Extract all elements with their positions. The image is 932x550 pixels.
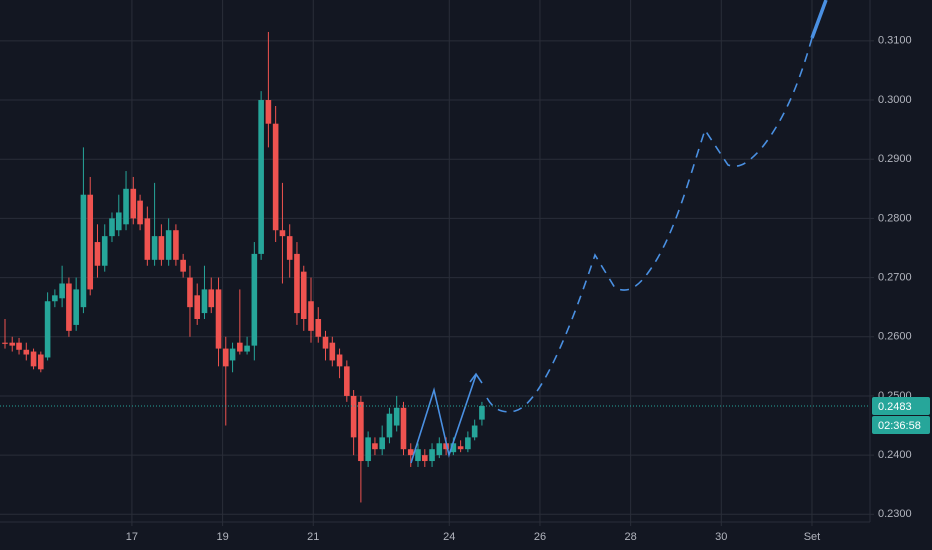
x-tick-label: 26 — [534, 531, 546, 543]
y-tick-label: 0.2800 — [878, 212, 912, 224]
candle-body — [194, 295, 201, 319]
candle-body — [429, 449, 435, 462]
candle-body — [52, 295, 58, 302]
candle-body — [457, 446, 464, 450]
candle-body — [286, 236, 293, 260]
candle-body — [66, 283, 72, 331]
candle-body — [443, 443, 449, 450]
candle-body — [237, 342, 243, 352]
candle-body — [344, 366, 350, 396]
candle-body — [350, 395, 357, 438]
candle-body — [158, 236, 165, 260]
candle-body — [300, 271, 307, 319]
x-tick-label: 19 — [216, 531, 228, 543]
candle-body — [315, 319, 322, 337]
candle-body — [109, 218, 115, 237]
last-price-box — [872, 397, 930, 415]
candle-body — [59, 283, 65, 299]
arrow-head — [469, 372, 483, 384]
candle-body — [137, 200, 143, 225]
candle-body — [23, 349, 30, 355]
last-price-label: 0.2483 — [878, 401, 912, 413]
y-tick-label: 0.2600 — [878, 331, 912, 343]
candle-body — [180, 259, 186, 272]
candle-body — [222, 348, 229, 367]
candle-body — [130, 188, 137, 219]
candle-body — [30, 351, 37, 367]
y-tick-label: 0.2400 — [878, 449, 912, 461]
y-tick-label: 0.3100 — [878, 35, 912, 47]
candle-body — [407, 449, 414, 456]
candle-body — [165, 230, 172, 260]
candle-body — [38, 354, 44, 370]
candle-body — [465, 437, 471, 450]
candle-body — [479, 406, 485, 420]
candle-body — [294, 253, 300, 314]
candle-body — [2, 342, 8, 344]
projection-arrow — [810, 0, 828, 39]
candle-body — [123, 188, 129, 225]
candle-body — [208, 289, 215, 308]
candle-body — [400, 407, 407, 450]
candle-body — [87, 194, 94, 290]
candle-body — [9, 342, 16, 346]
x-tick-label: 28 — [625, 531, 637, 543]
candle-body — [379, 437, 385, 450]
candle-body — [279, 230, 286, 237]
drawings — [410, 0, 828, 464]
y-tick-label: 0.3000 — [878, 94, 912, 106]
candle-body — [421, 455, 428, 462]
y-tick-label: 0.2900 — [878, 153, 912, 165]
candle-body — [471, 425, 478, 438]
candle-body — [372, 443, 378, 450]
candle-body — [144, 218, 151, 260]
countdown-box — [872, 416, 930, 434]
candle-body — [272, 123, 279, 231]
countdown-label: 02:36:58 — [878, 420, 921, 432]
candle-body — [415, 449, 421, 462]
candle-body — [215, 289, 222, 349]
candle-body — [308, 301, 314, 331]
x-tick-label: 21 — [307, 531, 319, 543]
candle-body — [329, 342, 336, 361]
candle-body — [393, 407, 400, 426]
candle-body — [187, 277, 193, 308]
y-tick-label: 0.2300 — [878, 508, 912, 520]
candle-body — [386, 413, 393, 438]
candle-body — [450, 443, 457, 453]
candle-body — [94, 242, 101, 266]
candle-body — [251, 253, 258, 346]
y-tick-label: 0.2700 — [878, 271, 912, 283]
candle-body — [173, 230, 179, 260]
candle-body — [73, 289, 79, 325]
candle-body — [80, 194, 87, 308]
candle-body — [265, 100, 272, 124]
candle-body — [44, 301, 51, 358]
x-tick-label: 30 — [715, 531, 727, 543]
candle-body — [322, 336, 329, 349]
candle-body — [365, 437, 371, 462]
x-tick-label: Set — [804, 531, 821, 543]
candles — [2, 31, 485, 503]
candle-body — [258, 100, 264, 254]
candle-body — [244, 345, 250, 352]
candle-body — [201, 289, 208, 314]
axes: 0.23000.24000.25000.26000.27000.28000.29… — [126, 35, 912, 543]
candle-body — [229, 348, 236, 361]
x-tick-label: 24 — [443, 531, 455, 543]
candle-body — [436, 443, 443, 456]
zigzag-drawing — [410, 374, 477, 464]
candle-body — [151, 236, 158, 260]
x-tick-label: 17 — [126, 531, 138, 543]
candle-body — [115, 212, 122, 231]
candle-body — [336, 354, 343, 367]
candle-body — [101, 236, 108, 266]
candle-body — [16, 342, 22, 350]
candle-body — [358, 401, 364, 462]
